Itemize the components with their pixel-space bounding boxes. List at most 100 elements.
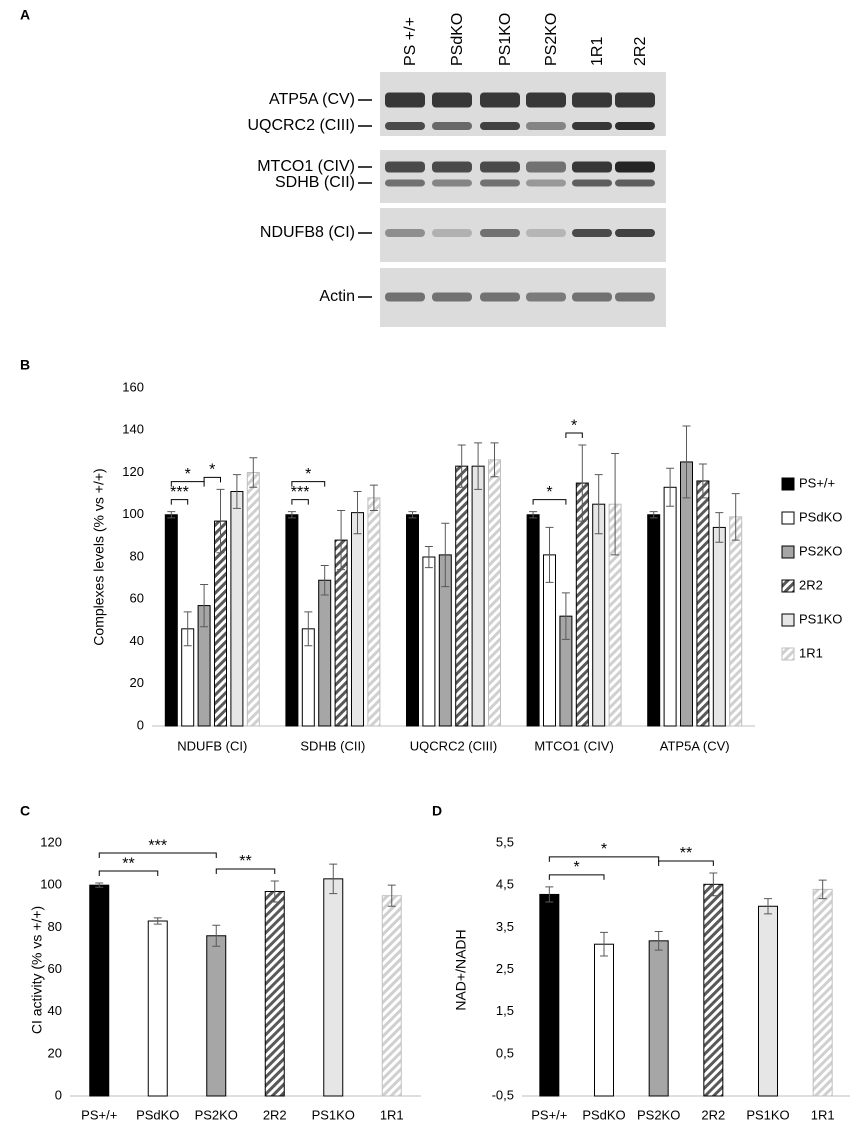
error-bar [95,882,104,888]
blot-band [385,292,425,302]
error-bar [666,467,675,507]
bar [206,935,227,1097]
significance-bracket [291,499,309,505]
bar [147,920,168,1097]
lane-label: PS +/+ [402,17,419,66]
error-bar [212,924,221,947]
y-tick-label: 5,5 [496,834,514,849]
bar [663,486,677,727]
bar [406,514,419,727]
error-bar [764,898,772,915]
significance-label: * [209,462,215,479]
bar [264,890,285,1097]
legend-swatch [781,511,795,525]
panel-letter: D [432,803,442,819]
blot-band [615,92,655,108]
band-label: MTCO1 (CIV) [257,158,355,175]
y-tick-label: 60 [130,591,144,606]
y-tick-label: 0 [137,717,144,732]
error-bar [561,592,570,640]
blot-band [615,122,655,130]
error-bar [153,917,162,925]
blot-band [615,292,655,302]
blot-band [572,292,612,302]
significance-label: *** [170,484,189,501]
bar [471,465,485,727]
lane-label: 2R2 [632,37,649,66]
error-bar [183,611,192,647]
bar [246,472,260,727]
blot-band [385,179,425,187]
error-bar [304,611,313,647]
bar [758,905,778,1097]
blot-band [572,161,612,173]
error-bar [353,491,362,535]
blot-band [572,122,612,130]
x-tick-label: PSdKO [136,1107,179,1122]
error-bar [594,474,603,535]
significance-bracket [658,860,714,866]
error-bar [457,444,466,488]
y-tick-label: 20 [48,1045,62,1060]
bar [526,514,540,727]
y-tick-label: 60 [48,961,62,976]
panel-letter: B [20,357,30,373]
error-bar [731,493,740,541]
bar [488,459,501,727]
blot-band [432,229,472,237]
y-tick-label: 0 [55,1087,62,1102]
bar [592,503,606,727]
error-bar [329,863,338,895]
error-bar [490,442,499,478]
error-bar [654,931,663,951]
y-tick-label: 140 [122,422,144,437]
x-tick-label: 2R2 [263,1107,287,1122]
error-bar [320,564,329,596]
significance-bracket [170,499,189,505]
x-tick-label: PS2KO [195,1107,238,1122]
x-tick-label: PS+/+ [81,1107,117,1122]
x-tick-label: 2R2 [701,1107,725,1122]
significance-bracket [548,874,605,880]
band-label: SDHB (CII) [275,174,355,191]
significance-label: ** [122,855,134,872]
bar [703,883,724,1097]
error-bar [441,522,450,588]
error-bar [709,872,718,897]
blot-band [432,122,472,130]
x-tick-label: PS2KO [637,1107,680,1122]
blot-band [432,92,472,108]
x-tick-label: PS+/+ [531,1107,567,1122]
significance-label: * [574,859,580,876]
band-label: ATP5A (CV) [269,91,355,108]
significance-label: ** [239,853,251,870]
legend-label: PS1KO [799,611,842,626]
blot-band [526,122,566,130]
bar [323,878,344,1097]
blot-band [526,92,566,108]
significance-bracket [291,481,326,487]
y-axis-label: NAD+/NADH [453,929,469,1010]
significance-bracket [532,499,567,505]
bar [285,514,299,727]
significance-label: * [185,466,191,483]
legend-label: 2R2 [799,577,823,592]
blot-band [526,179,566,187]
legend-swatch [781,647,795,661]
bar [164,514,178,727]
blot-band [385,229,425,237]
x-tick-label: PSdKO [582,1107,625,1122]
y-tick-label: 2,5 [496,961,514,976]
blot-band [526,292,566,302]
legend-label: PS+/+ [799,475,835,490]
bar [648,940,669,1097]
blot-band [432,179,472,187]
bar [230,491,244,727]
error-bar [200,583,209,628]
blot-band [480,292,520,302]
error-bar [649,511,658,519]
significance-bracket [215,868,276,874]
lane-label: PSdKO [449,13,466,66]
x-tick-label: SDHB (CII) [300,738,365,753]
